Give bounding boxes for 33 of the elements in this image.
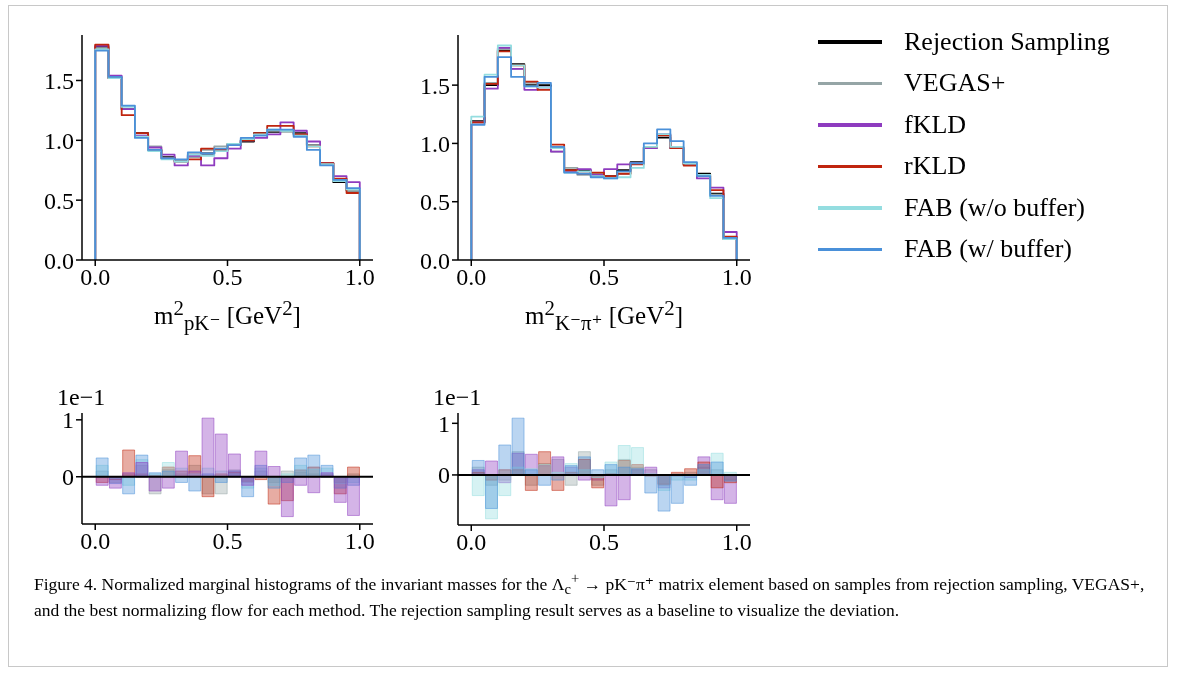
y-tick-label: 1.5 [420, 72, 450, 99]
y-tick-label: 1.0 [420, 130, 450, 157]
x-tick-label: 0.0 [456, 264, 487, 291]
y-tick-label: 1 [438, 410, 450, 437]
x-tick-label: 0.0 [456, 529, 487, 556]
x-axis-title: m$^{2}$$_{K⁻π⁺}$ [GeV$^{2}$] [524, 296, 684, 337]
x-tick-label: 1.0 [721, 264, 752, 291]
x-axis-title: m$^{2}$$_{pK⁻}$ [GeV$^{2}$] [153, 296, 302, 337]
y-tick-label: 1.0 [44, 127, 74, 154]
legend-label: FAB (w/o buffer) [904, 192, 1086, 223]
x-tick-label: 0.5 [589, 529, 619, 556]
x-tick-label: 0.5 [589, 264, 619, 291]
x-tick-label: 1.0 [344, 528, 375, 555]
legend-label: rKLD [904, 151, 967, 182]
y-tick-label: 0.0 [44, 247, 74, 274]
y-tick-label: 0.5 [44, 187, 74, 214]
x-tick-label: 0.0 [80, 264, 111, 291]
y-tick-label: 1.5 [44, 68, 74, 94]
y-tick-label: 0.5 [420, 189, 450, 216]
y-tick-label: 0 [438, 462, 450, 489]
legend-label: fKLD [904, 109, 967, 140]
x-tick-label: 0.5 [212, 528, 243, 555]
legend-label: FAB (w/ buffer) [904, 234, 1073, 265]
y-tick-label: 0 [62, 464, 74, 491]
text: 1e−1 [433, 384, 482, 411]
x-tick-label: 0.5 [212, 264, 243, 291]
legend-label: VEGAS+ [904, 68, 1006, 99]
x-tick-label: 1.0 [344, 264, 375, 291]
x-tick-label: 1.0 [721, 529, 752, 556]
caption: Figure 4. Normalized marginal histograms of the invariant masses for the Λ$_{c}$$^{+}$ → pK⁻π⁺ matrix element based on samples from rejection sampling, VEGAS+, and the best normalizing flow for each method. The rejection sampling result serves as a baseline to visualize the deviation. [34, 569, 1146, 622]
legend-label: Rejection Sampling [904, 26, 1110, 57]
y-tick-label: 0.0 [420, 247, 450, 274]
x-tick-label: 0.0 [80, 528, 111, 555]
